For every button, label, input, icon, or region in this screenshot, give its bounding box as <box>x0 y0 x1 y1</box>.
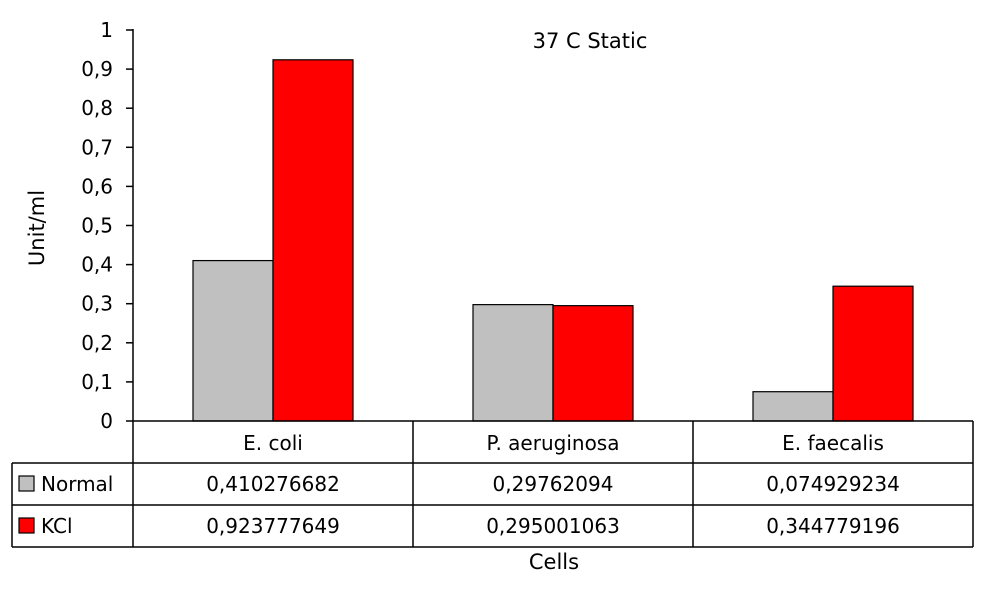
y-tick-label: 0,2 <box>81 331 113 355</box>
bar-normal-3 <box>752 391 834 422</box>
y-tick-label: 0,8 <box>81 96 113 120</box>
x-axis-label: Cells <box>529 550 579 574</box>
data-table-value: 0,923777649 <box>206 514 340 538</box>
y-tick-label: 0,7 <box>81 135 113 159</box>
y-axis: 0 0,1 0,2 0,3 0,4 0,5 0,6 0,7 0,8 0,9 1 <box>81 18 134 433</box>
category-label: E. faecalis <box>782 431 884 455</box>
y-tick-label: 0,1 <box>81 370 113 394</box>
data-table-value: 0,29762094 <box>493 472 614 496</box>
bar-normal-2 <box>472 304 554 422</box>
bar-kcl-3 <box>832 285 914 422</box>
data-table-value: 0,344779196 <box>766 514 900 538</box>
bar-kcl-1 <box>272 59 354 422</box>
y-tick-label: 0,3 <box>81 292 113 316</box>
y-tick-label: 0,4 <box>81 253 113 277</box>
chart-title: 37 C Static <box>533 29 648 53</box>
y-tick-label: 0,5 <box>81 214 113 238</box>
bar-kcl-2 <box>552 305 634 422</box>
bar-normal-1 <box>192 259 274 422</box>
data-table: E. coli P. aeruginosa E. faecalis Normal 0,4… <box>11 420 974 548</box>
legend-swatch-kcl <box>18 517 35 534</box>
bars <box>192 59 914 422</box>
legend-swatch-normal <box>18 475 35 492</box>
legend-label: Normal <box>41 472 113 496</box>
y-tick-label: 0 <box>100 409 113 433</box>
data-table-value: 0,410276682 <box>206 472 340 496</box>
y-axis-label: Unit/ml <box>25 190 49 266</box>
legend-label: KCl <box>41 514 73 538</box>
y-tick-label: 0,6 <box>81 174 113 198</box>
y-tick-label: 0,9 <box>81 57 113 81</box>
category-label: E. coli <box>243 431 303 455</box>
data-table-value: 0,295001063 <box>486 514 620 538</box>
category-label: P. aeruginosa <box>487 431 620 455</box>
data-table-value: 0,074929234 <box>766 472 900 496</box>
y-tick-label: 1 <box>100 18 113 42</box>
